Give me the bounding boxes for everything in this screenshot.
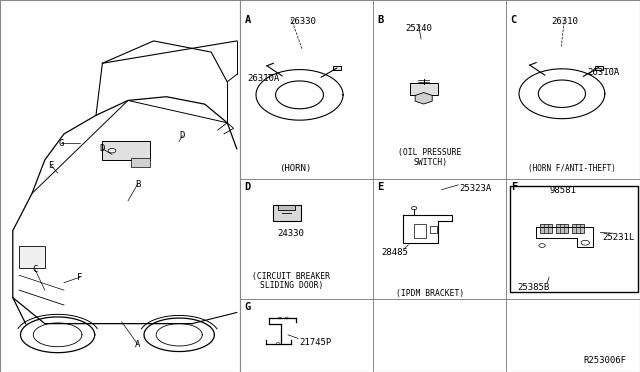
Bar [240, 0, 640, 372]
Text: 26310: 26310 [551, 17, 578, 26]
Circle shape [108, 148, 116, 153]
Text: R253006F: R253006F [583, 356, 626, 365]
Bar [273, 205, 301, 221]
Text: (IPDM BRACKET): (IPDM BRACKET) [396, 289, 464, 298]
Text: 21745P: 21745P [300, 338, 332, 347]
Text: 26310A: 26310A [247, 74, 279, 83]
Bar [278, 205, 295, 210]
Circle shape [278, 317, 282, 319]
Circle shape [285, 317, 288, 319]
Text: G: G [58, 139, 63, 148]
Text: (HORN F/ANTI-THEFT): (HORN F/ANTI-THEFT) [527, 164, 616, 173]
Bar [333, 66, 341, 70]
Circle shape [276, 343, 280, 345]
Text: D: D [180, 131, 185, 140]
Text: SWITCH): SWITCH) [413, 158, 447, 167]
Text: A: A [244, 15, 251, 25]
Circle shape [581, 240, 589, 245]
Text: B: B [135, 180, 140, 189]
Text: E: E [49, 161, 54, 170]
Text: D: D [100, 144, 105, 153]
Bar [102, 141, 150, 160]
Text: C: C [33, 265, 38, 274]
Text: 98581: 98581 [550, 186, 577, 195]
Text: A: A [135, 340, 140, 349]
Bar [510, 186, 638, 292]
Bar [19, 246, 45, 268]
Text: D: D [244, 182, 251, 192]
Text: 25323A: 25323A [460, 184, 492, 193]
Polygon shape [415, 93, 432, 104]
Text: 25385B: 25385B [517, 283, 549, 292]
Circle shape [412, 206, 417, 210]
Bar [573, 224, 584, 234]
Bar [131, 158, 150, 167]
Bar [0, 0, 240, 372]
Text: 26310A: 26310A [588, 68, 620, 77]
Text: (OIL PRESSURE: (OIL PRESSURE [398, 148, 462, 157]
Bar [430, 226, 437, 234]
Text: F: F [511, 182, 517, 192]
Bar [595, 65, 603, 70]
Text: 28485: 28485 [381, 248, 408, 257]
Bar [540, 224, 552, 234]
Text: G: G [244, 302, 251, 312]
Bar [414, 224, 426, 238]
Text: 24330: 24330 [278, 229, 305, 238]
Text: SLIDING DOOR): SLIDING DOOR) [259, 281, 323, 290]
Text: 25240: 25240 [405, 24, 432, 33]
Bar [557, 224, 568, 234]
Text: 26330: 26330 [289, 17, 316, 26]
Bar [410, 83, 438, 95]
Text: F: F [77, 273, 83, 282]
Text: C: C [511, 15, 517, 25]
Text: (HORN): (HORN) [280, 164, 312, 173]
Text: 25231L: 25231L [603, 232, 635, 241]
Circle shape [539, 244, 545, 247]
Text: B: B [378, 15, 384, 25]
Text: E: E [378, 182, 384, 192]
Text: (CIRCUIT BREAKER: (CIRCUIT BREAKER [252, 272, 330, 280]
